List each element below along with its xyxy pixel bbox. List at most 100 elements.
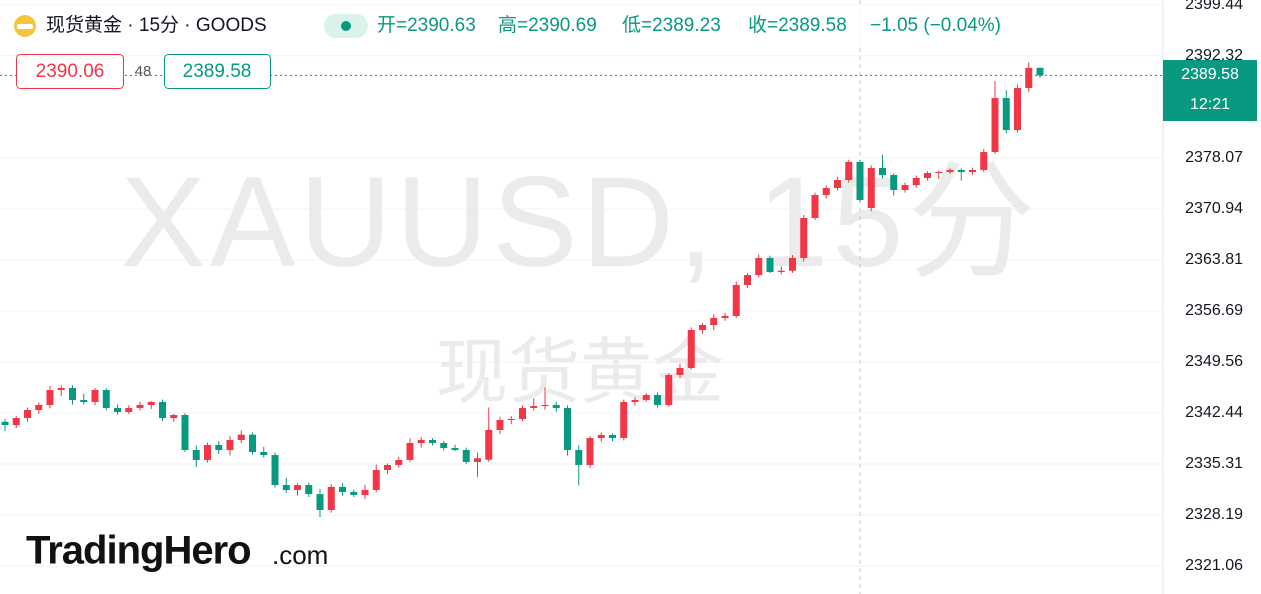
candle-body [91, 390, 99, 402]
candle-body [710, 317, 718, 325]
buy-button[interactable] [164, 54, 271, 89]
candle-body [744, 275, 751, 285]
candle-body [429, 439, 436, 443]
candle-body [215, 444, 223, 451]
candle-body [496, 420, 504, 430]
candle-body [372, 469, 380, 490]
candle-body [980, 152, 988, 170]
y-tick-label: 2363.81 [1185, 251, 1243, 268]
candle-body [395, 459, 403, 465]
chart-title: 现货黄金 · 15分 · GOODS [46, 14, 267, 36]
candle-body [12, 418, 20, 426]
candle-body [181, 414, 189, 451]
status-dot [341, 21, 351, 31]
legend-item: 低=2389.23 [622, 14, 721, 36]
y-tick-label: 2342.44 [1185, 404, 1243, 421]
candles [1, 62, 1044, 518]
price-label-bg [1163, 60, 1257, 88]
y-tick-label: 2349.56 [1185, 353, 1243, 370]
candle-body [440, 442, 448, 449]
candle-body [901, 185, 909, 191]
candle-body [1014, 87, 1021, 131]
y-tick-label: 2328.19 [1185, 506, 1243, 523]
candle-body [316, 494, 324, 511]
candle-body [35, 404, 43, 410]
candle-body [170, 414, 178, 419]
y-tick-label: 2321.06 [1185, 557, 1243, 574]
candle-body [642, 395, 650, 400]
legend-item: 高=2390.69 [498, 14, 597, 36]
candle-body [159, 401, 166, 419]
candle-body [114, 407, 121, 412]
candle-body [102, 390, 110, 408]
y-tick-label: 2392.32 [1185, 47, 1243, 64]
candle-body [339, 486, 346, 492]
candle-body [417, 439, 425, 443]
candle-body [957, 169, 965, 172]
candle-body [564, 407, 571, 451]
candle-body [204, 444, 211, 460]
candle-body [586, 437, 594, 465]
y-tick-label: 2399.44 [1185, 0, 1243, 13]
y-tick-label: 2335.31 [1185, 455, 1243, 472]
candle-body [732, 284, 740, 316]
candle-body [1025, 67, 1033, 88]
candle-body [474, 458, 481, 462]
legend-item: 收=2389.58 [748, 14, 847, 36]
candle-body [991, 98, 999, 153]
candle-body [946, 169, 954, 172]
candle-body [822, 188, 830, 195]
legend: 开=2390.63 高=2390.69 低=2389.23 收=2389.58 [377, 14, 847, 36]
candle-body [69, 388, 76, 400]
candle-body [755, 257, 763, 276]
candle-body [890, 174, 898, 191]
candle-body [811, 194, 819, 219]
candle-body [856, 161, 864, 200]
watermark: XAUUSD, 15分 [121, 151, 1040, 294]
candle-body [327, 486, 335, 511]
candle-body [777, 270, 785, 273]
y-tick-label: 2378.07 [1185, 149, 1243, 166]
candle-body [462, 450, 470, 462]
candle-body [721, 315, 729, 318]
candle-body [800, 218, 808, 258]
candle-body [924, 172, 931, 178]
y-tick-label: 2370.94 [1185, 200, 1243, 217]
candle-body [1036, 67, 1044, 76]
sell-button[interactable] [16, 54, 124, 89]
candle-body [192, 450, 200, 460]
change: −1.05 (−0.04%) [870, 15, 1001, 36]
candle-body [699, 324, 706, 331]
candle-body [1, 421, 9, 426]
candle-body [136, 404, 144, 408]
candle-body [260, 452, 268, 456]
bid: 2390.06 [36, 61, 105, 82]
candle-body [687, 330, 695, 368]
candle-body [406, 442, 414, 460]
candle-body [912, 177, 920, 186]
candle-body [350, 491, 358, 495]
countdown-bg [1163, 88, 1257, 121]
candle-body [867, 167, 875, 209]
candle-body [384, 464, 391, 470]
candle-body [552, 404, 560, 408]
candle-body [226, 439, 234, 451]
header-bg [0, 8, 1050, 46]
spread: 48 [135, 63, 152, 80]
candle-body [294, 485, 301, 490]
candle-body [271, 455, 279, 486]
candle-body [845, 161, 853, 181]
candle-body [935, 171, 943, 173]
watermark-sub: 现货黄金 [436, 333, 724, 413]
candle-body [46, 390, 54, 405]
candle-body [125, 407, 133, 412]
candle-body [676, 367, 684, 375]
candle-body [766, 257, 774, 273]
candle-body [541, 404, 549, 407]
candle-body [597, 434, 605, 438]
candle-body [665, 374, 673, 405]
candle-body [147, 401, 155, 405]
brand: TradingHero [26, 529, 251, 573]
candle-body [654, 395, 661, 405]
